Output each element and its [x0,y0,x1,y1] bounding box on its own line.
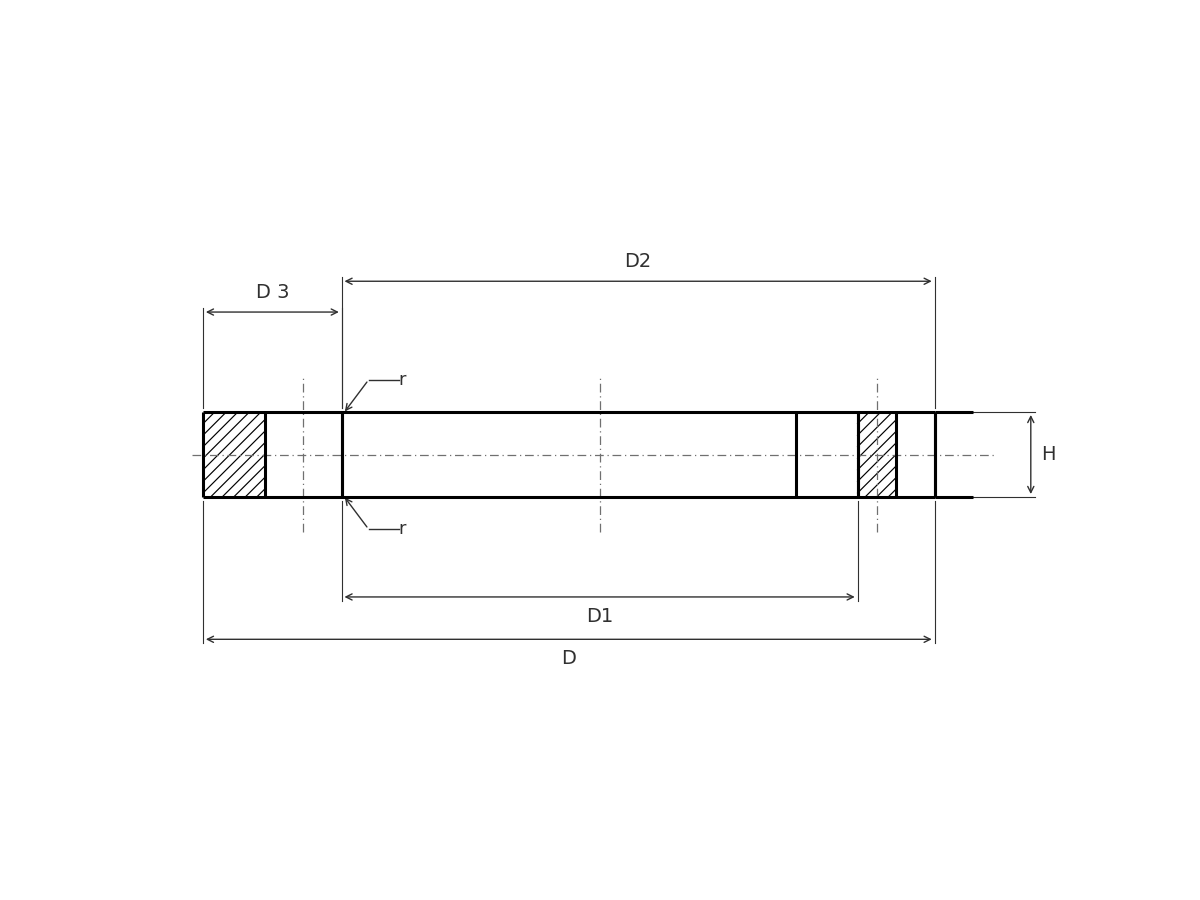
Text: D: D [562,649,576,669]
Bar [203,412,935,497]
Text: r: r [398,520,406,538]
Text: D1: D1 [586,607,613,626]
Text: D2: D2 [624,252,652,271]
Text: H: H [1040,445,1055,464]
Bar [858,412,896,497]
Text: r: r [398,371,406,389]
Bar [203,412,265,497]
Text: D 3: D 3 [256,283,289,302]
Bar [796,412,858,497]
